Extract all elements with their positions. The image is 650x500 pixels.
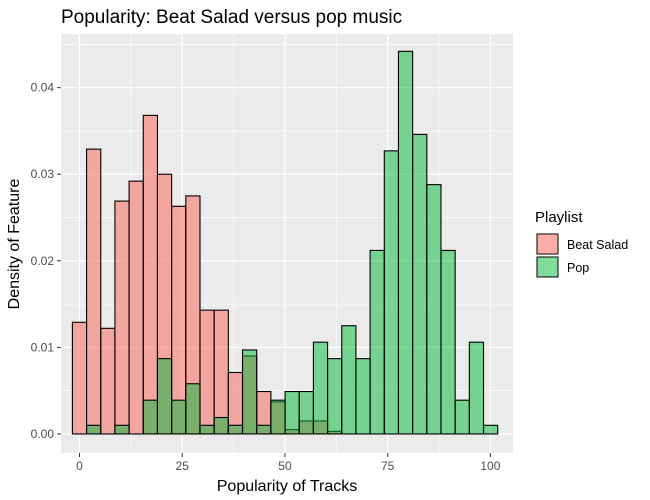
pop-bar	[454, 399, 470, 435]
legend-key-beat-salad	[536, 233, 559, 255]
pop-bar	[241, 349, 258, 435]
pop-bar	[256, 424, 272, 435]
x-tick-label: 25	[176, 459, 190, 473]
x-tick-label: 50	[278, 459, 292, 473]
pop-bar	[426, 184, 442, 435]
pop-bar	[142, 399, 159, 435]
pop-bar	[482, 424, 499, 435]
pop-bar	[397, 50, 414, 435]
beat-salad-bar	[86, 148, 102, 435]
pop-bar	[298, 390, 314, 435]
pop-bar	[199, 424, 215, 435]
pop-bar	[327, 358, 343, 435]
pop-bar	[412, 133, 428, 435]
pop-bar	[114, 424, 130, 435]
axis-ticks: 0 25 50 75 100 0.00 0.01 0.02 0.03 0.04	[31, 81, 501, 473]
x-tick-label: 75	[381, 459, 395, 473]
y-tick-label: 0.00	[31, 427, 55, 441]
pop-bars	[86, 50, 499, 435]
beat-salad-bar	[100, 327, 116, 435]
y-axis-title: Density of Feature	[6, 179, 23, 310]
legend-key-pop	[536, 256, 559, 278]
x-tick-label: 0	[76, 459, 83, 473]
beat-salad-bar	[142, 114, 159, 435]
pop-bar	[369, 249, 385, 435]
pop-bar	[468, 341, 485, 435]
pop-bar	[185, 383, 201, 435]
y-tick-label: 0.02	[31, 254, 55, 268]
legend: Playlist Beat Salad Pop	[535, 209, 628, 278]
y-tick-label: 0.01	[31, 340, 55, 354]
pop-bar	[156, 358, 173, 435]
x-axis-title: Popularity of Tracks	[217, 478, 358, 495]
legend-label-beat-salad: Beat Salad	[567, 238, 628, 252]
legend-label-pop: Pop	[567, 261, 589, 275]
y-tick-label: 0.03	[31, 167, 55, 181]
beat-salad-bar	[128, 180, 144, 435]
pop-bar	[355, 358, 371, 435]
x-tick-label: 100	[480, 459, 500, 473]
pop-bar	[284, 390, 300, 435]
chart-title: Popularity: Beat Salad versus pop music	[61, 7, 402, 28]
beat-salad-bar	[227, 371, 244, 435]
y-tick-label: 0.04	[31, 81, 55, 95]
pop-bar	[270, 399, 286, 435]
pop-bar	[312, 341, 329, 435]
beat-salad-bar	[199, 309, 215, 435]
pop-bar	[341, 325, 357, 435]
pop-bar	[227, 424, 244, 435]
pop-bar	[440, 249, 456, 435]
beat-salad-bar	[213, 309, 229, 435]
pop-bar	[86, 424, 102, 435]
beat-salad-bar	[114, 200, 130, 435]
legend-title: Playlist	[535, 209, 583, 226]
beat-salad-bar	[71, 321, 88, 435]
pop-bar	[213, 416, 229, 435]
pop-bar	[383, 150, 400, 435]
pop-bar	[171, 399, 187, 435]
